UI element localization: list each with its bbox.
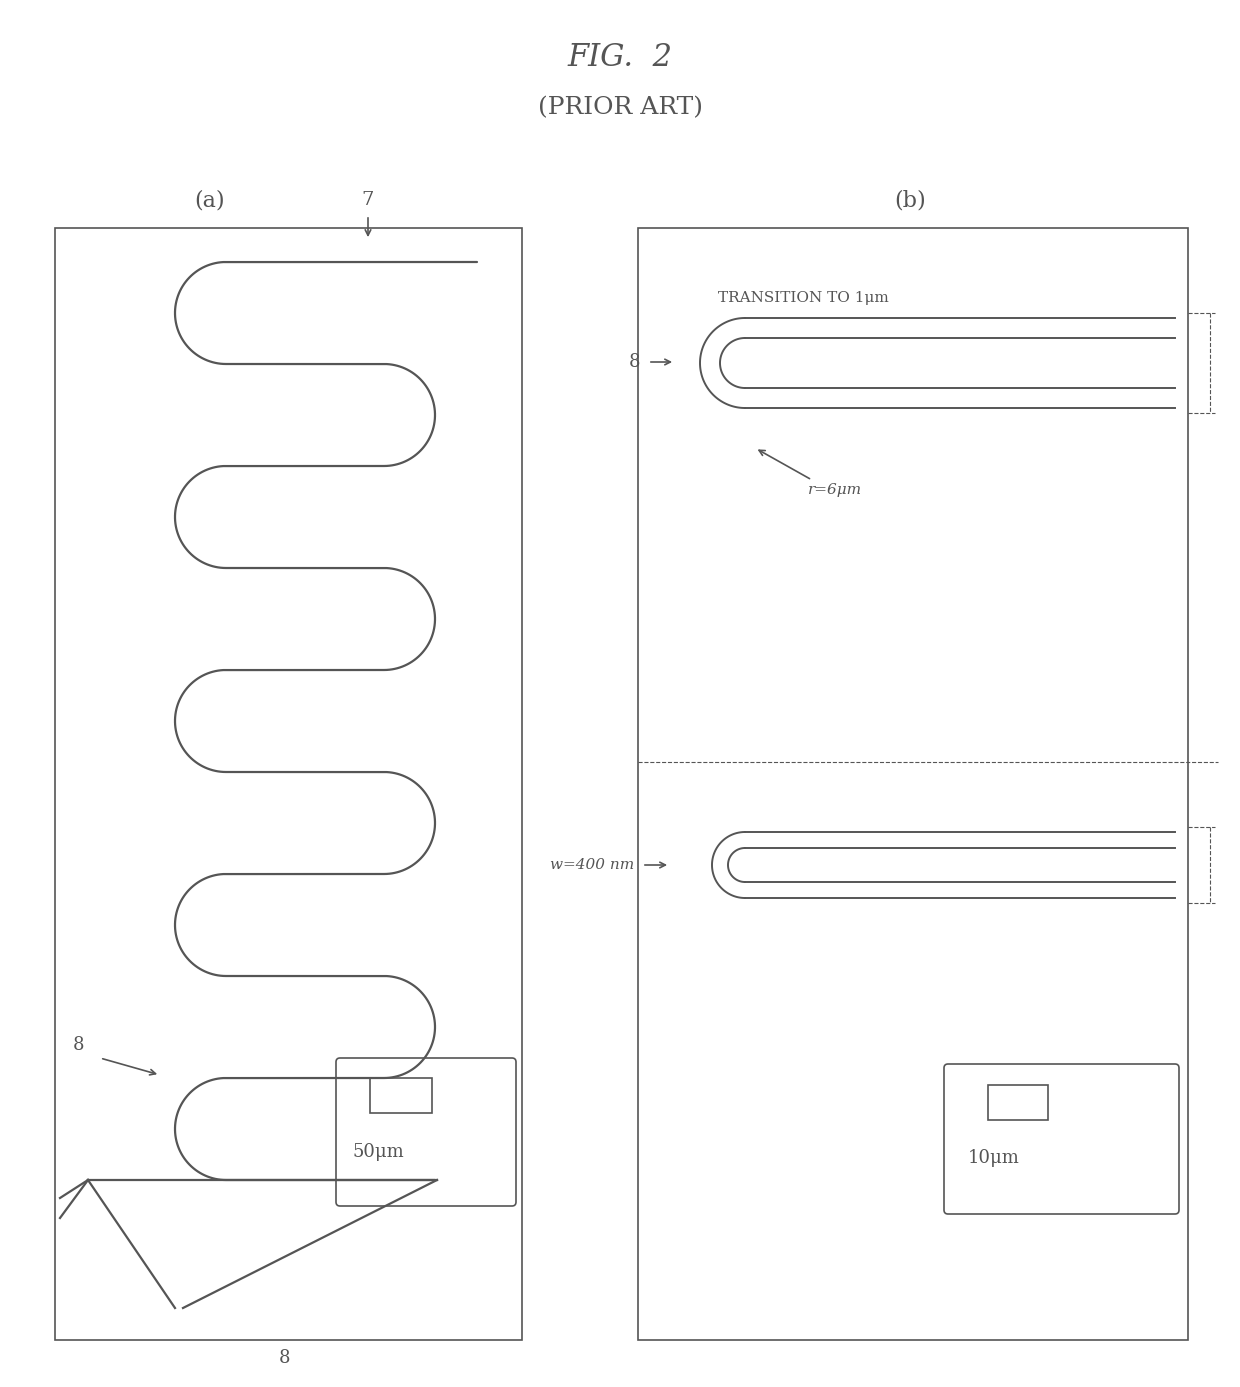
- Text: 50μm: 50μm: [352, 1143, 404, 1161]
- Text: FIG.  2: FIG. 2: [568, 43, 672, 74]
- Text: r=6μm: r=6μm: [808, 483, 862, 497]
- Text: (PRIOR ART): (PRIOR ART): [537, 97, 703, 119]
- Text: 7: 7: [362, 191, 374, 209]
- Bar: [988, 1085, 1048, 1119]
- Text: (b): (b): [894, 189, 926, 211]
- Text: 10μm: 10μm: [968, 1148, 1019, 1166]
- Bar: [639, 227, 1188, 1340]
- Text: 8: 8: [72, 1036, 84, 1054]
- Text: 8: 8: [279, 1350, 290, 1368]
- Text: (a): (a): [195, 189, 226, 211]
- Text: 8: 8: [629, 354, 640, 370]
- Text: w=400 nm: w=400 nm: [549, 859, 634, 872]
- Text: TRANSITION TO 1μm: TRANSITION TO 1μm: [718, 291, 889, 305]
- Bar: [55, 227, 522, 1340]
- Bar: [370, 1078, 432, 1112]
